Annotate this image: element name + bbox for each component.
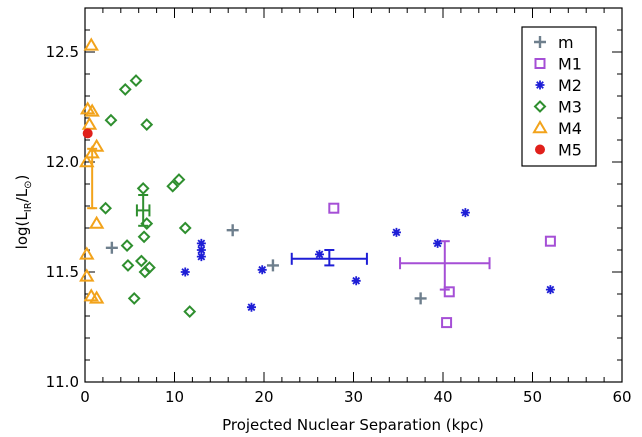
series-m3 (99, 74, 197, 319)
data-point (180, 267, 190, 277)
legend-item: M3 (533, 98, 582, 117)
data-point (137, 230, 151, 244)
legend-marker (532, 120, 548, 134)
legend-box (521, 26, 597, 167)
y-axis-label-sub1: IR (23, 202, 34, 212)
legend-marker (535, 144, 545, 155)
data-point (351, 276, 361, 286)
data-point (257, 265, 267, 275)
data-point (129, 74, 143, 88)
data-point (178, 221, 192, 235)
data-point (88, 215, 105, 229)
data-point (82, 128, 93, 139)
data-point (166, 179, 180, 193)
x-tick-label: 40 (433, 388, 452, 406)
legend-item: M2 (535, 76, 582, 95)
y-tick-label: 11.0 (46, 373, 79, 391)
data-point (196, 238, 206, 248)
series-m5 (82, 128, 93, 139)
series-m4 (79, 37, 105, 304)
legend-marker (534, 36, 546, 48)
legend-item: M1 (534, 55, 582, 74)
legend-label: M4 (558, 119, 582, 138)
data-point (433, 238, 443, 248)
y-tick-label: 12.5 (46, 43, 79, 61)
data-markers (79, 37, 556, 329)
y-axis-label-main: log(L (13, 212, 31, 250)
y-tick-label: 12.0 (46, 153, 79, 171)
data-point (104, 113, 118, 127)
legend-item: m (534, 33, 574, 52)
data-point (391, 227, 401, 237)
x-tick-label: 0 (80, 388, 90, 406)
x-axis: 0 10 20 30 40 50 60 (80, 8, 632, 406)
x-tick-label: 10 (165, 388, 184, 406)
data-point (88, 290, 105, 304)
data-point (79, 268, 95, 282)
data-point (266, 259, 279, 272)
error-bar (135, 194, 151, 227)
legend: m M1 M2 M3 M4 M5 (521, 26, 597, 167)
legend-item: M5 (535, 141, 582, 160)
data-point (544, 235, 556, 247)
data-point (79, 246, 95, 260)
series-m2 (180, 208, 555, 312)
legend-label: M3 (558, 98, 582, 117)
legend-marker (533, 100, 547, 113)
data-point (414, 292, 427, 305)
data-point (172, 173, 186, 187)
data-point (545, 285, 555, 295)
legend-label: m (558, 33, 574, 52)
data-point (88, 138, 105, 152)
y-tick-label: 11.5 (46, 263, 79, 281)
data-point (460, 208, 470, 218)
data-point (84, 145, 100, 159)
data-point (226, 224, 239, 237)
x-axis-label: Projected Nuclear Separation (kpc) (222, 416, 484, 434)
data-point (118, 82, 132, 96)
data-point (136, 181, 150, 195)
x-tick-label: 50 (523, 388, 542, 406)
x-tick-label: 60 (612, 388, 631, 406)
data-point (121, 258, 135, 272)
y-axis-label-mid: /L (13, 188, 31, 202)
data-point (127, 291, 141, 305)
legend-label: M2 (558, 76, 582, 95)
error-bar (290, 249, 368, 267)
data-point (183, 305, 197, 319)
data-point (314, 249, 324, 259)
legend-marker (535, 80, 545, 90)
data-point (328, 202, 340, 214)
series-m (105, 224, 427, 305)
data-point (120, 239, 134, 253)
error-bar (399, 240, 491, 291)
data-point (84, 103, 100, 117)
data-point (140, 217, 154, 231)
error-bars (87, 147, 491, 291)
legend-label: M1 (558, 55, 582, 74)
x-tick-label: 20 (254, 388, 273, 406)
data-point (99, 201, 112, 215)
series-m1 (328, 202, 556, 329)
legend-label: M5 (558, 141, 582, 160)
y-axis-label: log(LIR/L⊙) (13, 175, 34, 250)
legend-item: M4 (532, 119, 582, 138)
data-point (143, 261, 156, 275)
data-point (79, 154, 95, 168)
y-axis-label-sub2: ⊙ (23, 181, 34, 189)
data-point (105, 241, 118, 254)
y-axis: 11.0 11.5 12.0 12.5 (46, 7, 622, 391)
data-point (134, 254, 148, 268)
data-point (83, 37, 100, 51)
x-tick-label: 30 (344, 388, 363, 406)
data-point (196, 245, 206, 255)
legend-marker (534, 58, 546, 69)
data-point (196, 252, 206, 262)
y-axis-label-end: ) (13, 175, 31, 181)
data-point (443, 286, 455, 298)
data-point (441, 317, 453, 329)
data-point (246, 302, 256, 312)
data-point (140, 118, 154, 132)
